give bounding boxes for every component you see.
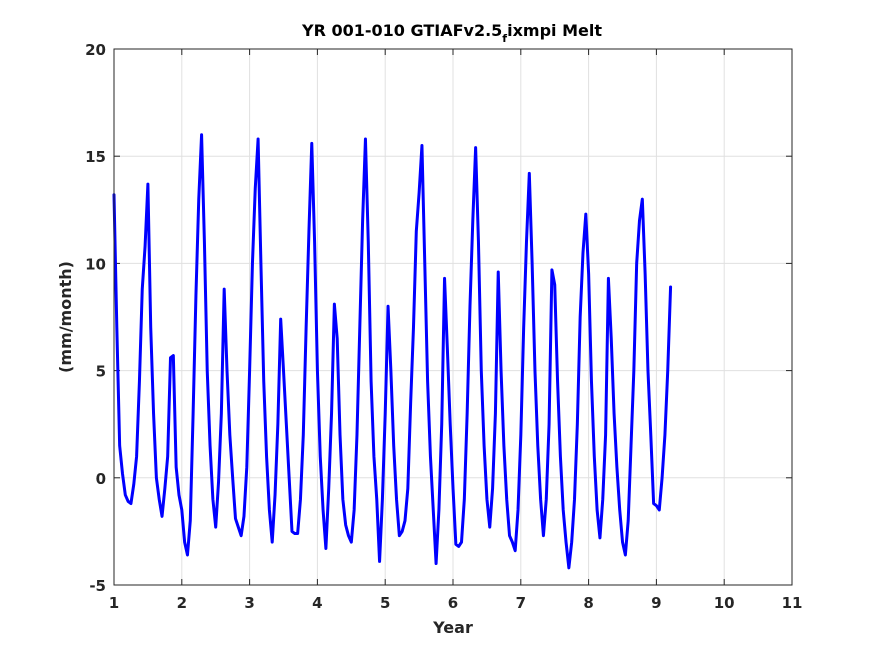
x-tick-label: 4 (312, 594, 322, 612)
plot-frame (113, 48, 793, 586)
x-tick-label: 1 (109, 594, 119, 612)
y-tick-label: 20 (85, 41, 106, 59)
x-tick-labels: 1 2 3 4 5 6 7 8 9 10 11 (109, 594, 803, 612)
y-tick-labels: -5 0 5 10 15 20 (85, 41, 106, 595)
x-tick-label: 9 (651, 594, 661, 612)
x-tick-label: 10 (714, 594, 735, 612)
chart-title: YR 001-010 GTIAFv2.5fixmpi Melt (301, 21, 602, 45)
chart-title-subscript: f (502, 32, 507, 45)
x-tick-label: 11 (782, 594, 803, 612)
y-tick-label: 0 (96, 470, 106, 488)
x-tick-label: 3 (244, 594, 254, 612)
y-tick-label: 5 (96, 363, 106, 381)
x-tick-label: 7 (516, 594, 526, 612)
x-tick-label: 8 (583, 594, 593, 612)
y-tick-label: 15 (85, 148, 106, 166)
y-tick-label: -5 (89, 577, 106, 595)
x-tick-label: 5 (380, 594, 390, 612)
y-tick-label: 10 (85, 255, 106, 273)
chart-title-suffix: ixmpi Melt (507, 21, 602, 40)
x-tick-label: 6 (448, 594, 458, 612)
chart-title-main: YR 001-010 GTIAFv2.5 (301, 21, 502, 40)
y-axis-label: (mm/month) (56, 261, 75, 373)
x-axis-label: Year (432, 618, 473, 637)
x-tick-label: 2 (177, 594, 187, 612)
series-line-melt (112, 133, 673, 570)
